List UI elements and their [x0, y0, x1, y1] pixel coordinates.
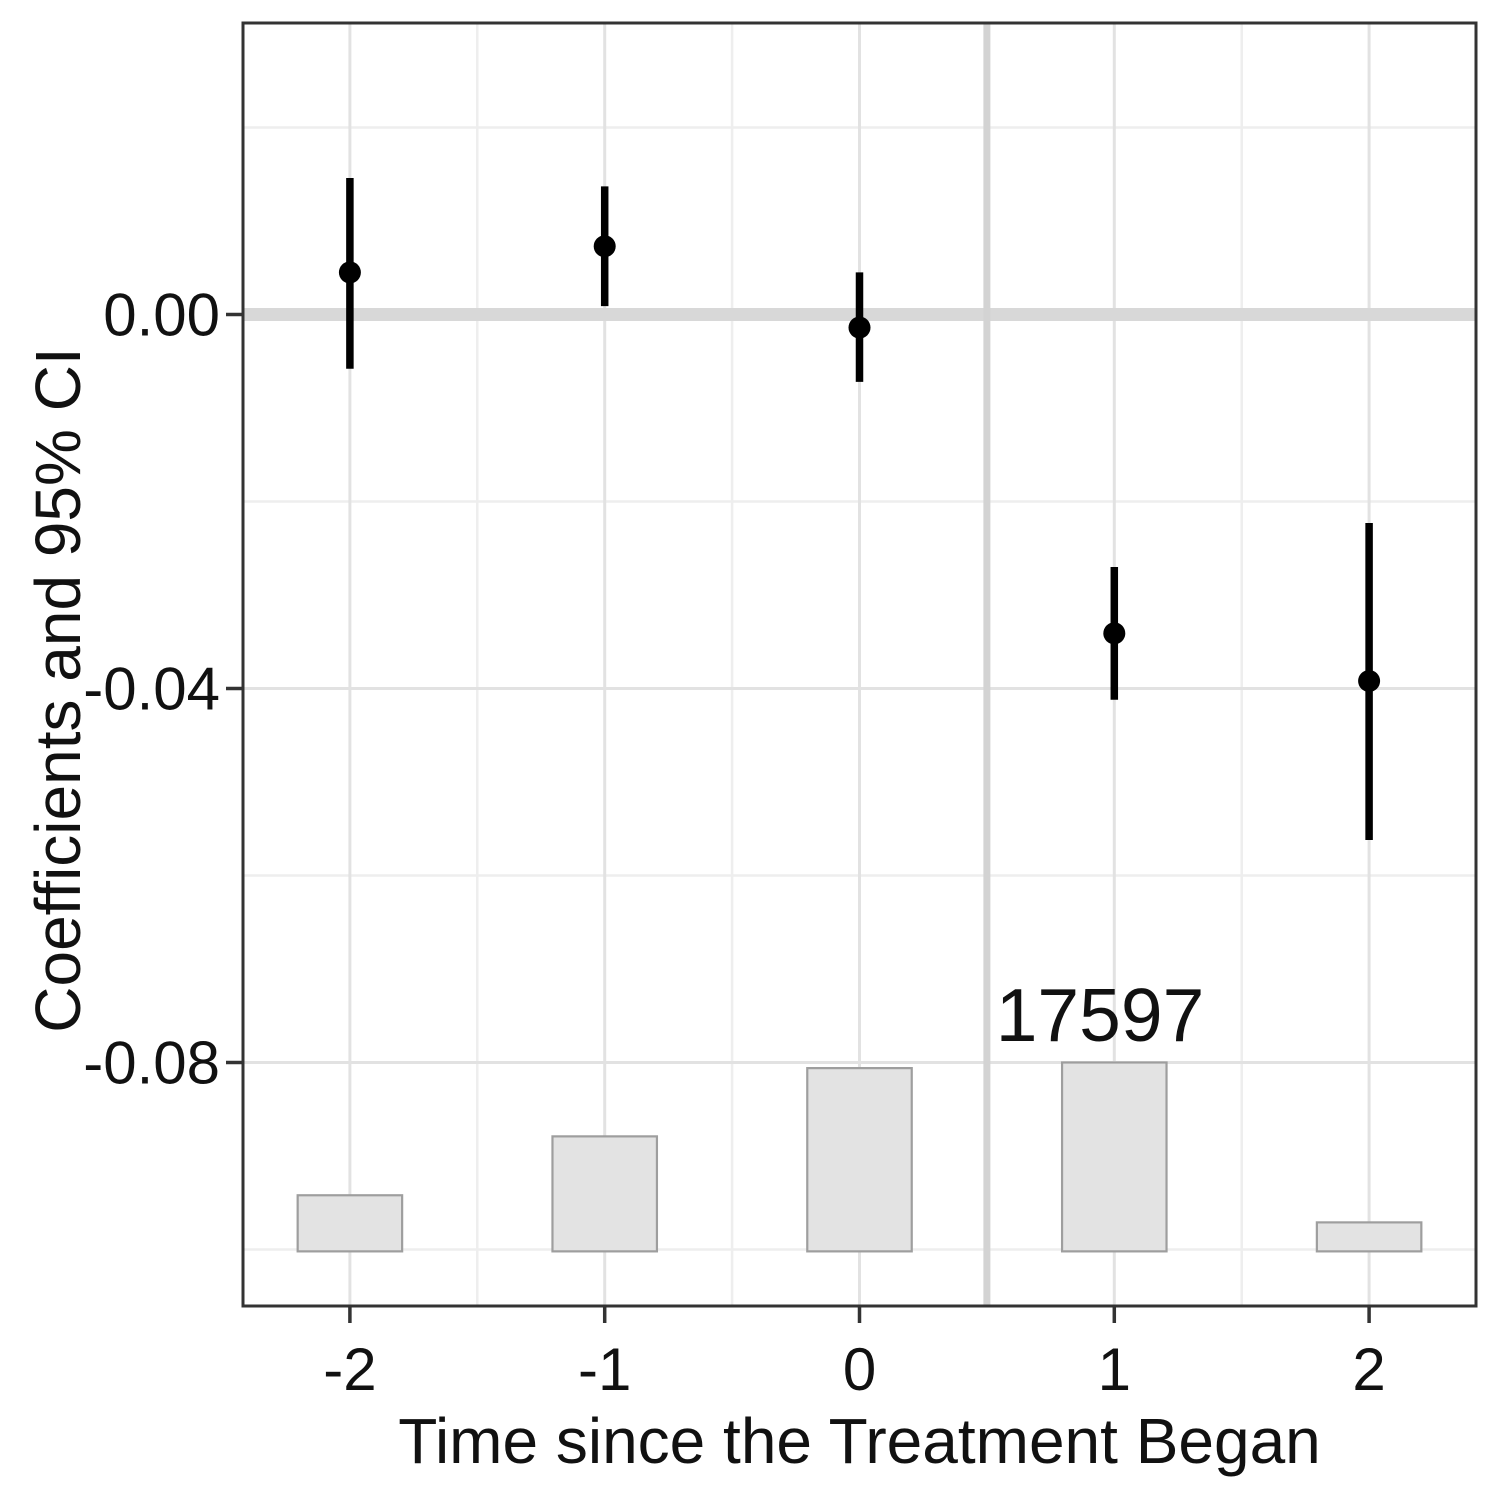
coef-point — [1103, 622, 1126, 645]
obs-count-bar — [806, 1067, 913, 1253]
x-axis-title: Time since the Treatment Began — [398, 1405, 1321, 1477]
obs-count-bar — [1315, 1221, 1423, 1253]
coef-point — [338, 261, 361, 284]
obs-count-bar — [551, 1135, 659, 1253]
y-axis-title: Coefficients and 95% CI — [22, 347, 94, 1033]
y-tick-label: -0.08 — [83, 1030, 220, 1097]
x-tick-label: 2 — [1352, 1336, 1385, 1403]
x-tick-label: 0 — [843, 1336, 876, 1403]
coef-point — [593, 235, 616, 258]
y-tick-label: 0.00 — [103, 282, 220, 349]
y-tick-label: -0.04 — [83, 656, 220, 723]
bar-count-label: 17597 — [995, 973, 1205, 1057]
obs-count-bar — [296, 1194, 404, 1253]
x-tick-label: -2 — [323, 1336, 376, 1403]
x-tick-label: 1 — [1098, 1336, 1131, 1403]
coef-point — [1358, 670, 1381, 693]
obs-count-bar — [1060, 1061, 1168, 1253]
coef-point — [848, 316, 871, 339]
x-tick-label: -1 — [578, 1336, 631, 1403]
